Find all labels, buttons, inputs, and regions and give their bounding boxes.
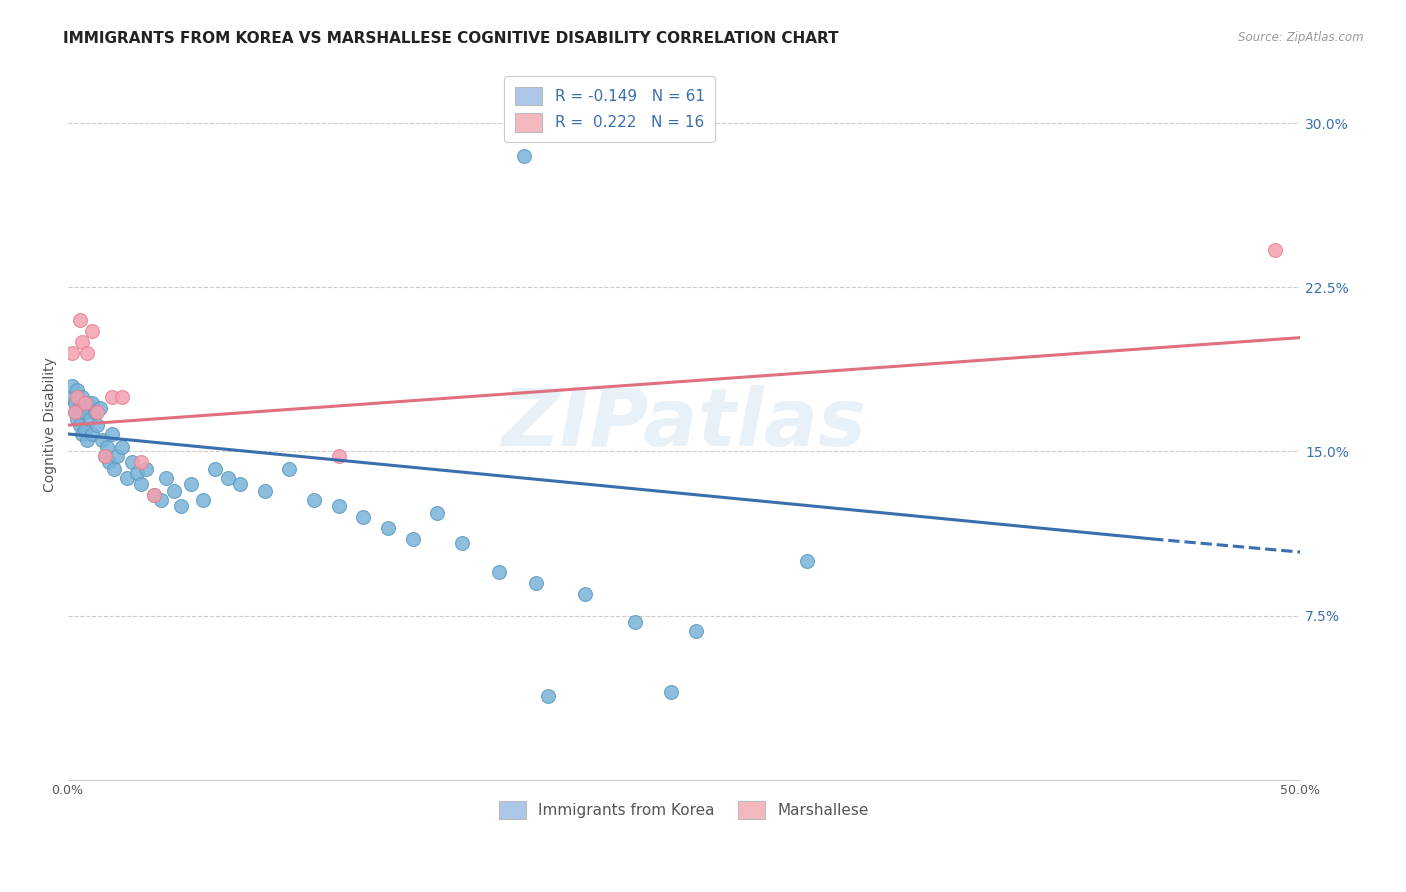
Point xyxy=(170,499,193,513)
Point xyxy=(76,434,98,448)
Point xyxy=(796,554,818,568)
Point xyxy=(101,390,124,404)
Point xyxy=(73,423,96,437)
Point xyxy=(191,492,214,507)
Y-axis label: Cognitive Disability: Cognitive Disability xyxy=(44,357,58,491)
Point xyxy=(135,462,157,476)
Point xyxy=(83,405,105,419)
Point xyxy=(66,411,89,425)
Point xyxy=(73,396,96,410)
Point xyxy=(62,346,84,360)
Point xyxy=(66,390,89,404)
Legend: Immigrants from Korea, Marshallese: Immigrants from Korea, Marshallese xyxy=(492,795,875,825)
Point xyxy=(488,565,510,579)
Point xyxy=(142,488,165,502)
Point xyxy=(328,499,350,513)
Point xyxy=(103,462,125,476)
Point xyxy=(204,462,226,476)
Point xyxy=(69,401,91,415)
Point xyxy=(685,624,707,638)
Text: Source: ZipAtlas.com: Source: ZipAtlas.com xyxy=(1239,31,1364,45)
Point xyxy=(150,492,173,507)
Point xyxy=(377,521,399,535)
Point xyxy=(96,440,118,454)
Point xyxy=(426,506,449,520)
Point xyxy=(66,383,89,397)
Point xyxy=(72,390,94,404)
Point xyxy=(63,396,86,410)
Point xyxy=(79,411,101,425)
Point xyxy=(574,587,596,601)
Point xyxy=(451,536,474,550)
Point xyxy=(105,449,128,463)
Point xyxy=(512,149,534,163)
Point xyxy=(69,313,91,327)
Point xyxy=(401,532,423,546)
Text: IMMIGRANTS FROM KOREA VS MARSHALLESE COGNITIVE DISABILITY CORRELATION CHART: IMMIGRANTS FROM KOREA VS MARSHALLESE COG… xyxy=(63,31,839,46)
Point xyxy=(155,471,177,485)
Point xyxy=(1264,243,1286,257)
Point xyxy=(72,426,94,441)
Point xyxy=(131,455,153,469)
Point xyxy=(91,434,114,448)
Point xyxy=(59,390,82,404)
Point xyxy=(82,426,104,441)
Point xyxy=(76,346,98,360)
Point xyxy=(180,477,202,491)
Point xyxy=(93,449,115,463)
Point xyxy=(125,467,148,481)
Point xyxy=(82,396,104,410)
Point xyxy=(69,418,91,433)
Point xyxy=(89,401,111,415)
Point xyxy=(142,488,165,502)
Point xyxy=(131,477,153,491)
Point xyxy=(253,483,276,498)
Point xyxy=(278,462,301,476)
Point xyxy=(62,378,84,392)
Point xyxy=(352,510,374,524)
Point xyxy=(121,455,143,469)
Point xyxy=(661,685,683,699)
Point xyxy=(328,449,350,463)
Point xyxy=(524,575,547,590)
Point xyxy=(86,405,108,419)
Point xyxy=(537,690,560,704)
Point xyxy=(115,471,138,485)
Point xyxy=(302,492,325,507)
Point xyxy=(86,418,108,433)
Point xyxy=(63,405,86,419)
Point xyxy=(82,324,104,338)
Point xyxy=(63,405,86,419)
Point xyxy=(111,390,134,404)
Point xyxy=(217,471,239,485)
Point xyxy=(101,426,124,441)
Point xyxy=(72,334,94,349)
Point xyxy=(162,483,184,498)
Point xyxy=(98,455,121,469)
Point xyxy=(73,405,96,419)
Point xyxy=(111,440,134,454)
Point xyxy=(229,477,252,491)
Text: ZIPatlas: ZIPatlas xyxy=(502,385,866,463)
Point xyxy=(623,615,645,629)
Point xyxy=(76,396,98,410)
Point xyxy=(93,449,115,463)
